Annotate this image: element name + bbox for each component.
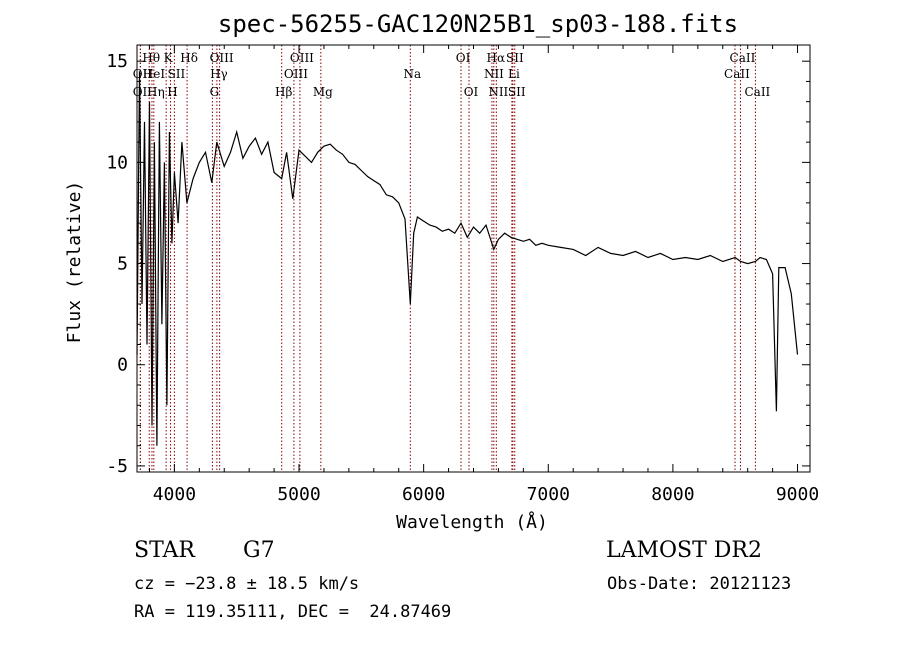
y-axis-label: Flux (relative) [64,181,85,344]
spectral-line-label: Mg [313,85,333,99]
spectral-line-label: Hα [487,51,506,65]
x-tick-label: 5000 [277,484,320,505]
spectral-line-label: G [210,85,220,99]
plot-frame [136,44,811,473]
spectral-line-label: OII [133,67,153,81]
spectral-line-label: Hθ [142,51,160,65]
chart-title: spec-56255-GAC120N25B1_sp03-188.fits [218,10,738,38]
y-tick-label: -5 [106,456,128,477]
x-axis-ticks: 4000 5000 6000 7000 8000 9000 [148,45,819,505]
spectral-line-label: OII [133,85,153,99]
sky-coordinates: RA = 119.35111, DEC = 24.87469 [134,602,452,622]
spectral-line-label: OIII [290,51,314,65]
spectral-line-label: SII [168,67,186,81]
spectral-line-label: CaII [744,85,770,99]
spectral-line-label: SII [506,51,524,65]
spectral-line-label: Li [508,67,520,81]
x-tick-label: 7000 [527,484,570,505]
spectral-line-label: OIII [210,51,234,65]
spectral-line-label: HeI [143,67,166,81]
spectral-line-markers [139,45,756,472]
spectral-line-label: OI [464,85,479,99]
redshift-value: cz = −23.8 ± 18.5 km/s [134,574,360,594]
spectral-line-label: Hη [147,85,165,99]
x-tick-label: 9000 [776,484,819,505]
y-tick-label: 15 [106,51,128,72]
object-class: STAR [134,538,195,563]
spectral-line-label: Na [403,67,421,81]
spectral-line-label: SII [508,85,526,99]
x-tick-label: 6000 [402,484,445,505]
x-tick-label: 8000 [651,484,694,505]
spectral-line-label: Hδ [180,51,198,65]
spectral-line-label: OI [456,51,471,65]
spectral-line-label: H [167,85,177,99]
object-subclass: G7 [243,538,275,563]
spectral-line-label: K [164,51,174,65]
y-axis-ticks: -5 0 5 10 15 [106,51,810,477]
spectrum-line [136,71,799,446]
spectral-line-label: NII [488,85,508,99]
x-tick-label: 4000 [153,484,196,505]
y-tick-label: 0 [117,355,128,376]
spectral-line-label: Hβ [275,85,292,99]
observation-date: Obs-Date: 20121123 [607,574,792,594]
spectral-line-label: NII [484,67,504,81]
spectral-line-label: CaII [730,51,756,65]
spectral-line-label: CaII [724,67,750,81]
survey-name: LAMOST DR2 [606,538,762,563]
y-tick-label: 10 [106,152,128,173]
x-axis-label: Wavelength (Å) [396,511,548,533]
spectral-line-label: OIII [284,67,308,81]
y-tick-label: 5 [117,254,128,275]
spectral-line-label: Hγ [210,67,228,81]
